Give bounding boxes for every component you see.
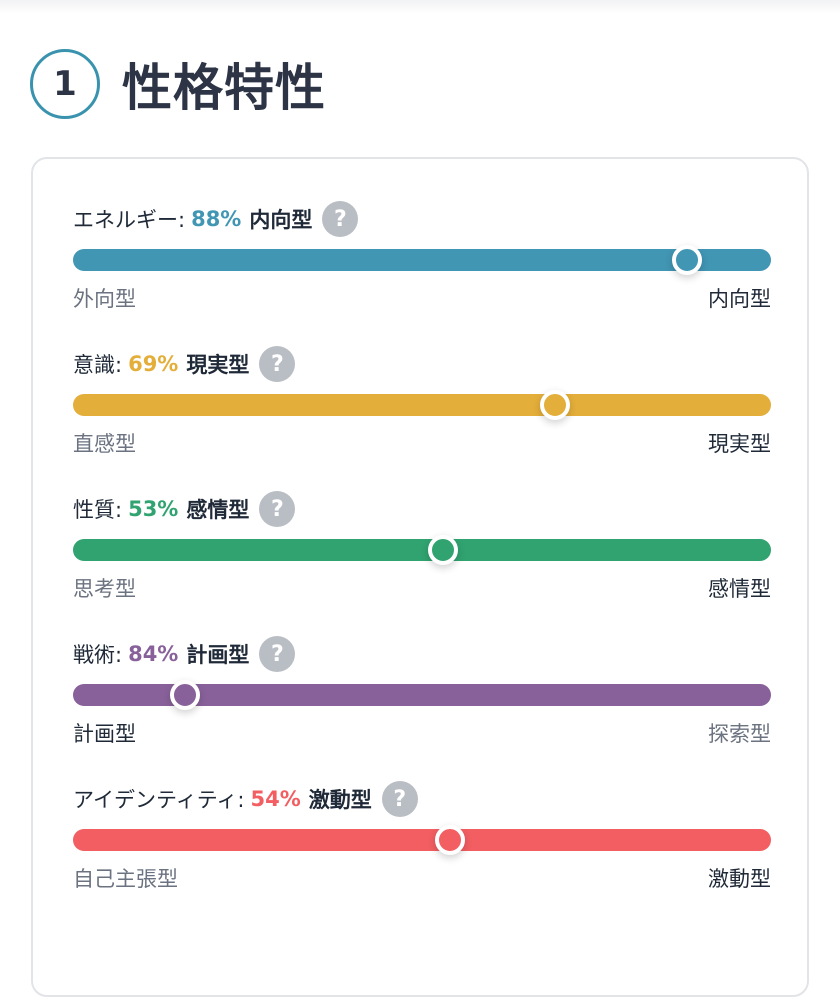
help-icon[interactable]: ? [259, 636, 296, 672]
section-title: 性格特性 [122, 59, 326, 117]
trait-name: エネルギー: [73, 208, 186, 232]
section-header: 1 性格特性 [30, 48, 326, 120]
trait-bar [73, 680, 771, 710]
trait-bar [73, 825, 771, 855]
trait-label: 性質: 53% 感情型 ? [73, 491, 771, 527]
help-icon[interactable]: ? [381, 781, 418, 817]
trait-label: 意識: 69% 現実型 ? [73, 346, 771, 382]
trait-type: 激動型 [308, 788, 372, 812]
trait-row: 性質: 53% 感情型 ? 思考型 感情型 [73, 491, 771, 603]
trait-type: 感情型 [186, 498, 250, 522]
trait-row: エネルギー: 88% 内向型 ? 外向型 内向型 [73, 201, 771, 313]
top-bar-shadow [0, 0, 840, 14]
help-icon[interactable]: ? [322, 201, 359, 237]
trait-bar-knob [672, 245, 703, 275]
trait-right-label: 激動型 [708, 867, 771, 891]
trait-bar-knob [539, 390, 570, 420]
trait-type: 現実型 [186, 353, 250, 377]
help-icon[interactable]: ? [259, 346, 296, 382]
trait-left-label: 直感型 [73, 432, 136, 456]
help-icon[interactable]: ? [259, 491, 296, 527]
trait-type: 内向型 [249, 208, 313, 232]
trait-label: エネルギー: 88% 内向型 ? [73, 201, 771, 237]
trait-percent: 69% [128, 352, 179, 376]
trait-left-label: 外向型 [73, 287, 136, 311]
trait-label: 戦術: 84% 計画型 ? [73, 636, 771, 672]
trait-name: 意識: [73, 353, 123, 377]
trait-right-label: 内向型 [708, 287, 771, 311]
trait-row: アイデンティティ: 54% 激動型 ? 自己主張型 激動型 [73, 781, 771, 893]
trait-left-label: 自己主張型 [73, 867, 178, 891]
trait-bar-knob [434, 825, 465, 855]
trait-bar [73, 245, 771, 275]
trait-percent: 54% [250, 787, 301, 811]
trait-bar [73, 535, 771, 565]
trait-row: 戦術: 84% 計画型 ? 計画型 探索型 [73, 636, 771, 748]
trait-bar [73, 390, 771, 420]
trait-label: アイデンティティ: 54% 激動型 ? [73, 781, 771, 817]
trait-bar-knob [169, 680, 200, 710]
traits-card: エネルギー: 88% 内向型 ? 外向型 内向型 意識: 69% 現実型 ? 直… [31, 157, 809, 997]
trait-name: 戦術: [73, 643, 123, 667]
trait-right-label: 現実型 [708, 432, 771, 456]
trait-right-label: 感情型 [708, 577, 771, 601]
trait-percent: 88% [191, 207, 242, 231]
trait-right-label: 探索型 [708, 722, 771, 746]
trait-name: アイデンティティ: [73, 788, 245, 812]
trait-left-label: 思考型 [73, 577, 136, 601]
trait-left-label: 計画型 [73, 722, 136, 746]
trait-bar-knob [427, 535, 458, 565]
trait-row: 意識: 69% 現実型 ? 直感型 現実型 [73, 346, 771, 458]
trait-name: 性質: [73, 498, 123, 522]
trait-type: 計画型 [186, 643, 250, 667]
trait-percent: 84% [128, 642, 179, 666]
trait-percent: 53% [128, 497, 179, 521]
section-number-badge: 1 [30, 49, 100, 119]
